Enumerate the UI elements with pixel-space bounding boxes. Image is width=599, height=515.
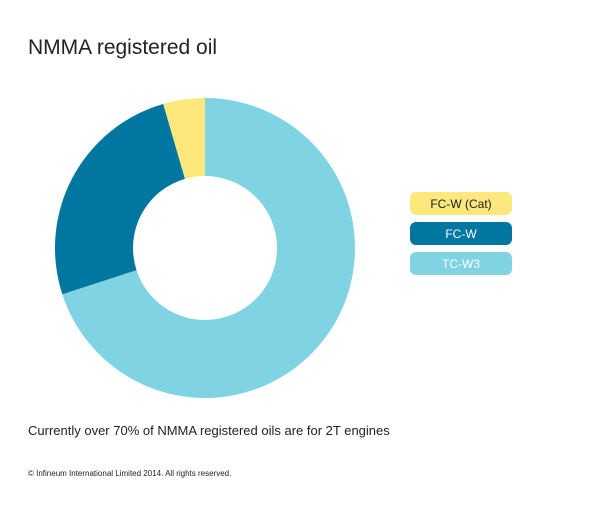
donut-chart <box>54 98 356 398</box>
chart-legend: FC-W (Cat) FC-W TC-W3 <box>410 192 512 282</box>
legend-item-fc-w: FC-W <box>410 222 512 245</box>
chart-caption: Currently over 70% of NMMA registered oi… <box>28 423 390 438</box>
legend-item-fc-w-cat: FC-W (Cat) <box>410 192 512 215</box>
slice-fc-w <box>54 103 185 295</box>
copyright-notice: © Infineum International Limited 2014. A… <box>28 469 232 478</box>
legend-item-tc-w3: TC-W3 <box>410 252 512 275</box>
slice-tc-w3 <box>62 98 356 398</box>
chart-title: NMMA registered oil <box>28 36 218 59</box>
slice-fc-w-cat <box>163 98 205 179</box>
